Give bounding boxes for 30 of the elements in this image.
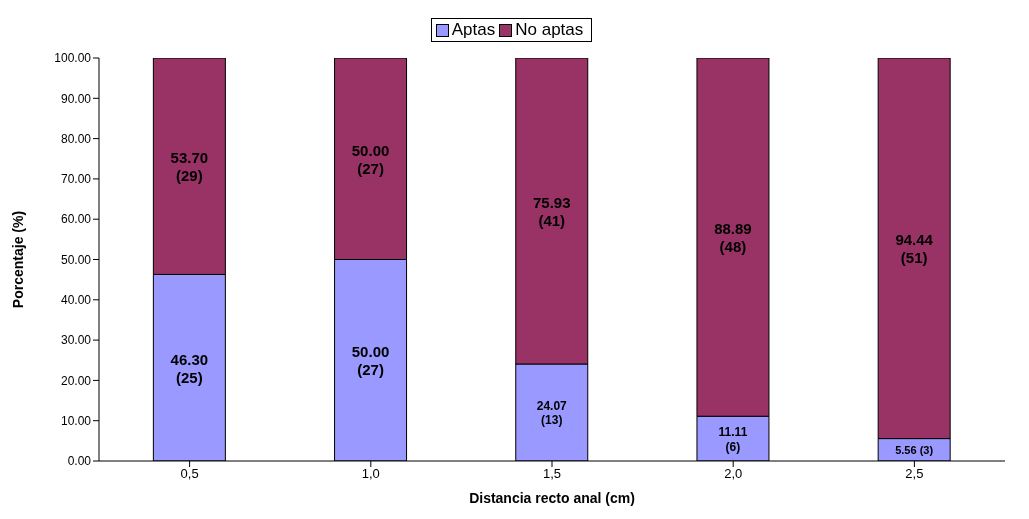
data-label: 75.93 (41): [532, 194, 571, 229]
data-label: 53.70 (29): [170, 149, 209, 185]
data-label: 46.30 (25): [170, 350, 209, 386]
legend-label: Aptas: [450, 20, 496, 40]
data-label: 24.07 (13): [536, 399, 568, 428]
data-label: 50.00 (27): [351, 343, 390, 379]
y-tick-label: 30.00: [60, 333, 92, 348]
data-label: 5.56 (3): [895, 443, 934, 456]
x-tick-label: 2,5: [905, 466, 924, 482]
y-tick-label: 100.00: [54, 51, 92, 66]
data-label: 94.44 (51): [895, 231, 934, 267]
data-label: 50.00 (27): [351, 141, 390, 177]
y-tick-label: 10.00: [60, 413, 92, 428]
x-tick-label: 1,0: [361, 466, 380, 482]
y-tick-label: 50.00: [60, 252, 92, 267]
y-tick-label: 70.00: [60, 172, 92, 187]
y-tick-label: 60.00: [60, 212, 92, 227]
y-tick-label: 90.00: [60, 91, 92, 106]
y-axis-title: Porcentaje (%): [9, 210, 26, 309]
y-tick-label: 20.00: [60, 373, 92, 388]
legend-label: No aptas: [514, 20, 584, 40]
y-tick-label: 0.00: [67, 454, 92, 469]
x-tick-label: 0,5: [180, 466, 199, 482]
y-tick-label: 80.00: [60, 131, 92, 146]
data-label: 11.11 (6): [718, 425, 748, 454]
data-label: 88.89 (48): [714, 220, 752, 256]
x-axis-title: Distancia recto anal (cm): [469, 490, 635, 506]
y-tick-label: 40.00: [60, 293, 92, 308]
x-tick-label: 2,0: [724, 466, 743, 482]
x-tick-label: 1,5: [542, 466, 562, 482]
